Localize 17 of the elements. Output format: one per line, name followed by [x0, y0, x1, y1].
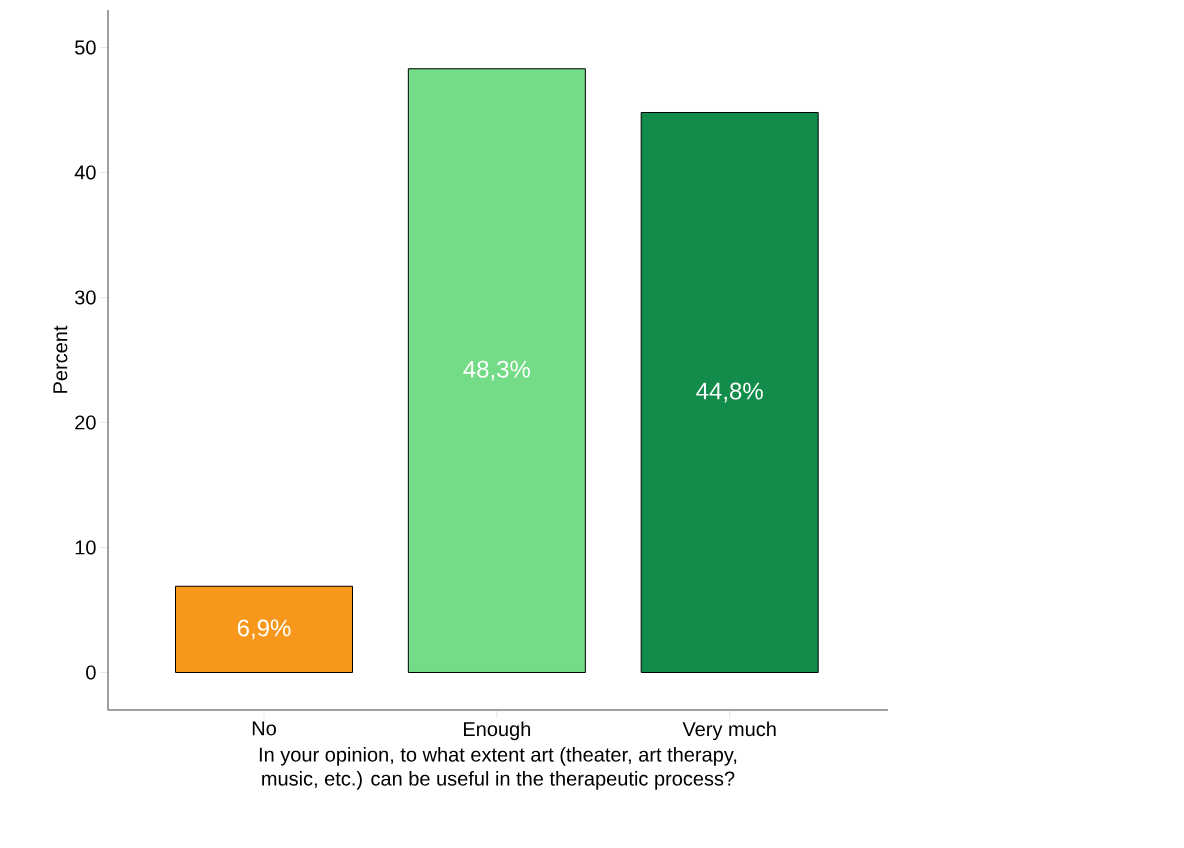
x-tick-label: Very much [682, 721, 776, 741]
bar [407, 68, 586, 673]
y-tick-label: 50 [75, 40, 96, 55]
y-tick-label: 10 [75, 540, 96, 555]
data-label: 48,3% [463, 360, 530, 381]
x-tick-label: No [252, 721, 276, 736]
x-axis-title: In your opinion, to what extent art (theater, art therapy, music, etc.) can be useful in the therapeutic process? [259, 747, 737, 790]
bar [175, 585, 354, 673]
y-tick-label: 0 [86, 665, 96, 680]
y-axis-title: Percent [53, 325, 68, 393]
y-tick-label: 40 [74, 165, 96, 180]
y-tick-label: 30 [75, 290, 96, 305]
data-label: 44,8% [696, 382, 763, 403]
y-tick-label: 20 [75, 415, 96, 430]
x-tick-label: Enough [464, 721, 530, 741]
data-label: 6,9% [237, 619, 291, 640]
bar [640, 111, 819, 673]
